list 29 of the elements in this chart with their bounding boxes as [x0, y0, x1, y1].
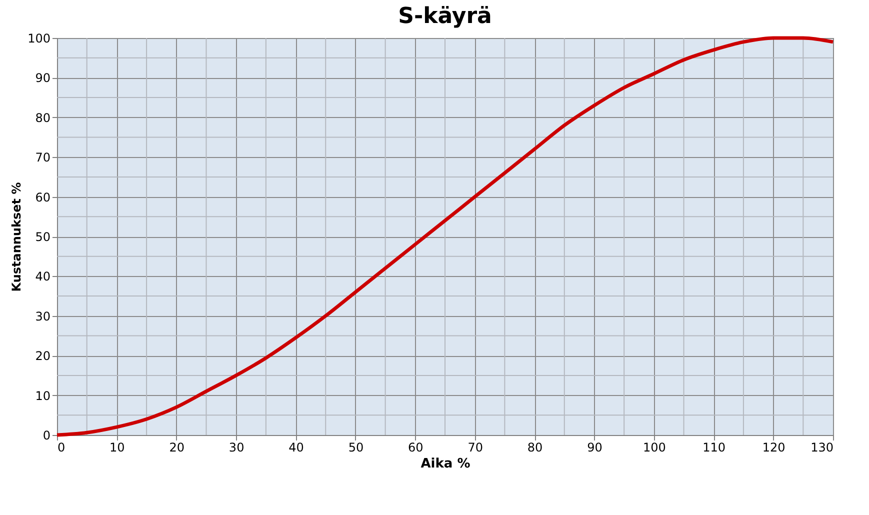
x-tick-label: 120 [762, 440, 786, 454]
x-tick-label: 40 [288, 440, 304, 454]
y-tick-label: 40 [35, 270, 50, 284]
x-tick-label: 110 [702, 440, 726, 454]
y-tick-label: 100 [28, 32, 50, 46]
y-tick-label: 60 [35, 190, 50, 204]
x-tick-label: 30 [228, 440, 244, 454]
y-tick-label: 90 [35, 71, 50, 86]
y-tick-label: 30 [35, 309, 50, 324]
y-tick-label: 80 [35, 110, 50, 125]
x-axis-title: Aika % [420, 456, 470, 472]
x-tick-label: 10 [110, 440, 125, 454]
y-tick-label: 50 [35, 230, 50, 244]
x-tick-label: 90 [587, 440, 602, 454]
y-tick-label: 70 [35, 150, 50, 165]
x-tick-label: 100 [642, 440, 666, 454]
x-tick-label: 0 [58, 440, 66, 454]
y-tick-label: 20 [35, 349, 50, 364]
x-tick-label: 70 [468, 440, 483, 454]
x-tick-label: 20 [169, 440, 185, 454]
y-tick-label: 0 [42, 428, 50, 442]
chart-title: S-käyrä [398, 4, 492, 29]
y-tick-label: 10 [35, 388, 50, 403]
x-tick-label: 60 [408, 440, 424, 454]
x-tick-label: 80 [527, 440, 543, 454]
y-axis-title: Kustannukset % [10, 182, 24, 292]
x-tick-label: 130 [810, 440, 834, 454]
line-series [55, 36, 835, 437]
x-tick-label: 50 [348, 440, 364, 454]
